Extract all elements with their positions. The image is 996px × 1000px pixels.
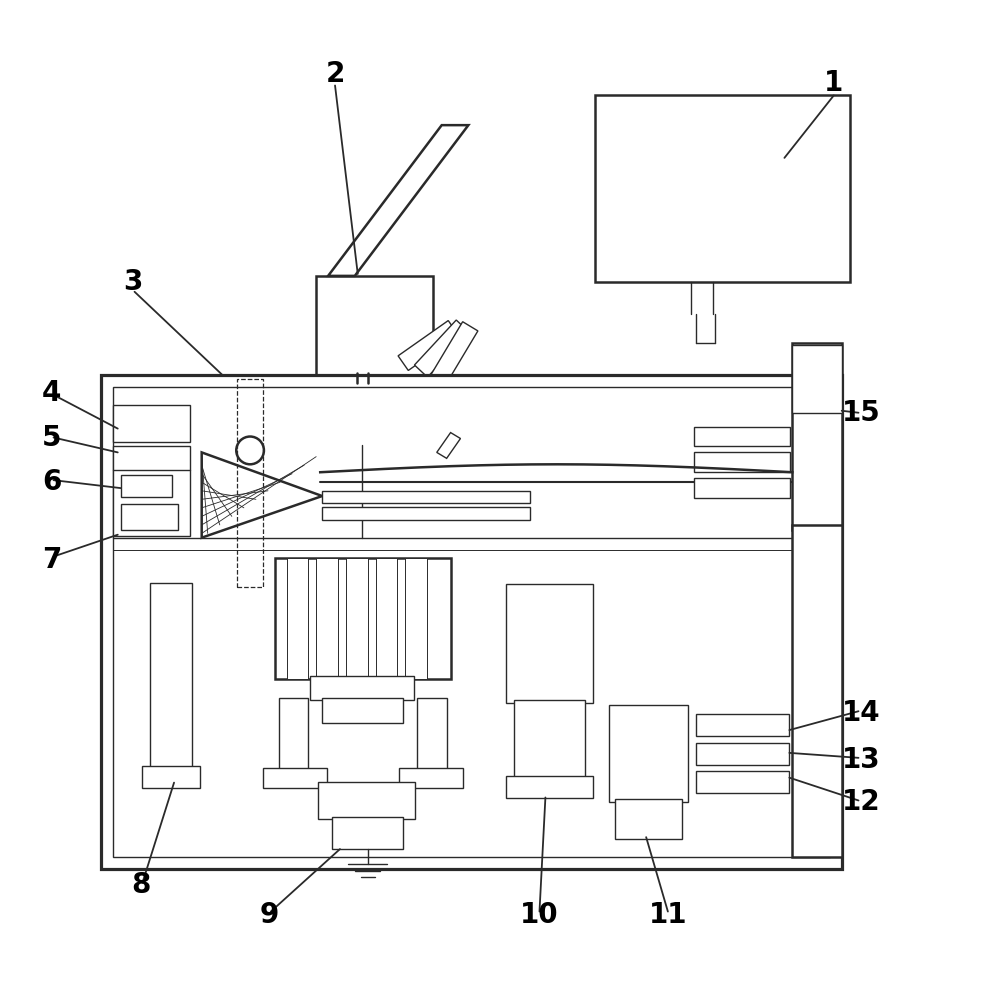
Bar <box>405 558 427 678</box>
Bar <box>237 379 263 587</box>
Text: 6: 6 <box>42 468 62 496</box>
Bar <box>332 817 403 849</box>
Bar <box>142 766 200 788</box>
Bar <box>113 387 830 857</box>
Bar <box>311 676 414 700</box>
Bar <box>695 743 790 765</box>
Bar <box>595 95 850 282</box>
Bar <box>514 700 585 780</box>
Text: 5: 5 <box>42 424 62 452</box>
Text: 4: 4 <box>42 379 62 407</box>
Bar <box>417 698 446 770</box>
Bar <box>695 771 790 793</box>
Bar <box>346 558 368 678</box>
Bar <box>113 446 190 536</box>
Bar <box>317 276 433 383</box>
Bar <box>150 583 192 770</box>
Bar <box>693 478 791 498</box>
Bar <box>506 584 593 703</box>
Text: 13: 13 <box>843 746 880 774</box>
Bar <box>322 491 530 503</box>
Bar <box>399 768 463 788</box>
Polygon shape <box>398 321 458 370</box>
Text: 1: 1 <box>824 69 844 97</box>
Text: 14: 14 <box>843 699 880 727</box>
Polygon shape <box>437 433 460 458</box>
Bar <box>793 525 842 857</box>
Polygon shape <box>328 125 468 276</box>
Text: 7: 7 <box>42 546 62 574</box>
Text: 8: 8 <box>130 871 150 899</box>
Bar <box>287 558 309 678</box>
Bar <box>279 698 309 770</box>
Polygon shape <box>414 320 469 377</box>
Bar <box>121 504 178 530</box>
Bar <box>317 558 338 678</box>
Bar <box>101 375 842 869</box>
Text: 10: 10 <box>520 901 559 929</box>
Bar <box>263 768 327 788</box>
Text: 3: 3 <box>123 268 142 296</box>
Bar <box>793 345 842 413</box>
Bar <box>322 507 530 520</box>
Polygon shape <box>202 452 322 538</box>
Bar <box>275 558 450 678</box>
Text: 9: 9 <box>259 901 279 929</box>
Bar <box>375 558 397 678</box>
Bar <box>615 799 681 839</box>
Bar <box>695 714 790 736</box>
Bar <box>793 343 842 530</box>
Bar <box>693 427 791 446</box>
Bar <box>506 776 593 798</box>
Bar <box>233 375 267 591</box>
Bar <box>349 380 374 394</box>
Text: 15: 15 <box>842 399 880 427</box>
Polygon shape <box>431 322 478 384</box>
Bar <box>319 782 415 819</box>
Text: 11: 11 <box>648 901 687 929</box>
Bar <box>693 452 791 472</box>
Bar <box>113 405 190 442</box>
Text: 2: 2 <box>326 60 345 88</box>
Bar <box>121 475 172 497</box>
Text: 12: 12 <box>843 788 880 816</box>
Bar <box>609 705 687 802</box>
Bar <box>322 698 403 723</box>
